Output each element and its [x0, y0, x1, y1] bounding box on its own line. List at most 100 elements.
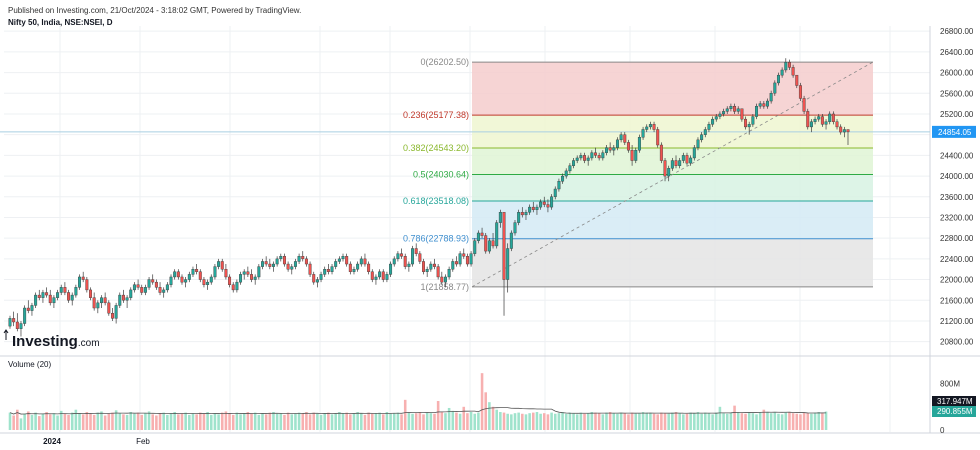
candle: [645, 124, 649, 133]
candle-body: [733, 106, 737, 112]
volume-bar: [594, 412, 597, 430]
volume-bar: [41, 413, 45, 430]
candle: [162, 287, 166, 298]
candle-body: [158, 287, 162, 293]
candle-body: [264, 261, 268, 265]
candle-body: [34, 294, 38, 306]
volume-bar: [133, 413, 136, 430]
candle-body: [498, 212, 502, 223]
candle-body: [143, 287, 147, 293]
candle-body: [23, 307, 27, 324]
volume-bar: [499, 412, 502, 430]
volume-bar: [674, 412, 678, 430]
price-tick-label: 22800.00: [940, 234, 974, 243]
candle: [700, 132, 704, 143]
candle-body: [56, 292, 60, 298]
volume-bar: [286, 412, 290, 430]
volume-bar: [751, 413, 755, 430]
volume-bar: [788, 412, 791, 430]
candle-body: [572, 160, 576, 166]
volume-bar: [586, 413, 590, 430]
candle: [180, 274, 184, 285]
candle-body: [96, 302, 100, 309]
candle: [352, 266, 356, 275]
volume-bar: [755, 414, 758, 430]
candle: [641, 126, 645, 140]
candle: [154, 279, 158, 290]
volume-bar: [671, 412, 674, 430]
candle: [370, 269, 374, 283]
candle: [436, 264, 440, 280]
last-price-badge: [932, 125, 976, 138]
candle-body: [594, 152, 597, 156]
volume-bar: [762, 409, 766, 430]
candle: [143, 284, 147, 296]
candle: [81, 271, 85, 283]
fib-trend-line[interactable]: [471, 61, 874, 288]
candle-body: [813, 118, 817, 122]
candle: [787, 59, 791, 70]
volume-bar: [630, 412, 634, 430]
candle: [96, 300, 100, 314]
volume-bar: [217, 414, 220, 430]
candle-body: [447, 269, 451, 278]
volume-bar: [147, 411, 151, 430]
volume-bar: [202, 413, 206, 430]
volume-bar: [821, 413, 824, 430]
candle: [85, 276, 89, 293]
candle-body: [312, 274, 316, 283]
candle-body: [403, 256, 407, 267]
candle-body: [330, 266, 334, 272]
candle-body: [396, 253, 400, 260]
volume-bar: [257, 414, 261, 430]
candle-body: [539, 201, 543, 208]
volume-bar: [166, 414, 169, 430]
candle-body: [806, 111, 810, 128]
candle-body: [48, 294, 52, 304]
candle-body: [67, 292, 71, 301]
candle-body: [798, 85, 802, 99]
candle: [30, 302, 34, 316]
candle-body: [736, 108, 740, 112]
volume-bar: [561, 412, 564, 430]
candle-body: [381, 271, 385, 280]
fibonacci-retracement: 0(26202.50) 0.236(25177.38) 0.382(24543.20…: [0, 57, 930, 292]
volume-bar: [682, 414, 685, 430]
volume-bar: [239, 414, 242, 430]
candle-body: [271, 263, 275, 267]
volume-bar: [590, 412, 594, 430]
candle: [121, 289, 125, 303]
candle: [546, 199, 550, 213]
volume-bar: [199, 412, 202, 430]
volume-bar: [111, 412, 114, 430]
candle: [542, 196, 546, 208]
volume-bar: [67, 414, 70, 430]
candle-body: [92, 297, 96, 309]
candle: [798, 82, 802, 102]
candle: [601, 150, 605, 161]
volume-bar: [385, 412, 389, 430]
candle-body: [531, 206, 535, 210]
candle-body: [407, 263, 411, 267]
candle: [795, 74, 799, 89]
candle-body: [282, 256, 286, 265]
volume-bar: [327, 412, 330, 430]
candle: [828, 111, 832, 125]
volume-bar: [301, 413, 305, 430]
candle: [37, 289, 41, 301]
candle-body: [623, 134, 627, 143]
candle: [217, 258, 221, 270]
candle: [396, 251, 400, 262]
candle: [623, 132, 627, 146]
volume-bar: [693, 413, 696, 430]
candle: [125, 295, 129, 309]
volume-bar: [151, 414, 154, 430]
candle-body: [429, 263, 433, 270]
volume-bar: [345, 412, 348, 430]
volume-bar: [235, 412, 239, 430]
candle: [414, 243, 418, 257]
candle: [568, 163, 572, 174]
volume-bar: [411, 413, 414, 430]
volume-bar: [125, 414, 129, 430]
